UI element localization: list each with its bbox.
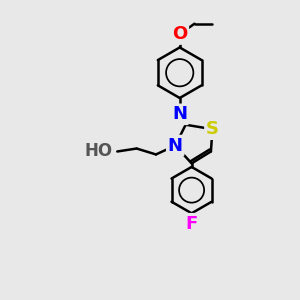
Text: N: N bbox=[168, 136, 183, 154]
Text: N: N bbox=[172, 105, 187, 123]
Text: S: S bbox=[206, 120, 219, 138]
Text: HO: HO bbox=[85, 142, 113, 160]
Text: O: O bbox=[172, 25, 187, 43]
Text: F: F bbox=[185, 215, 198, 233]
